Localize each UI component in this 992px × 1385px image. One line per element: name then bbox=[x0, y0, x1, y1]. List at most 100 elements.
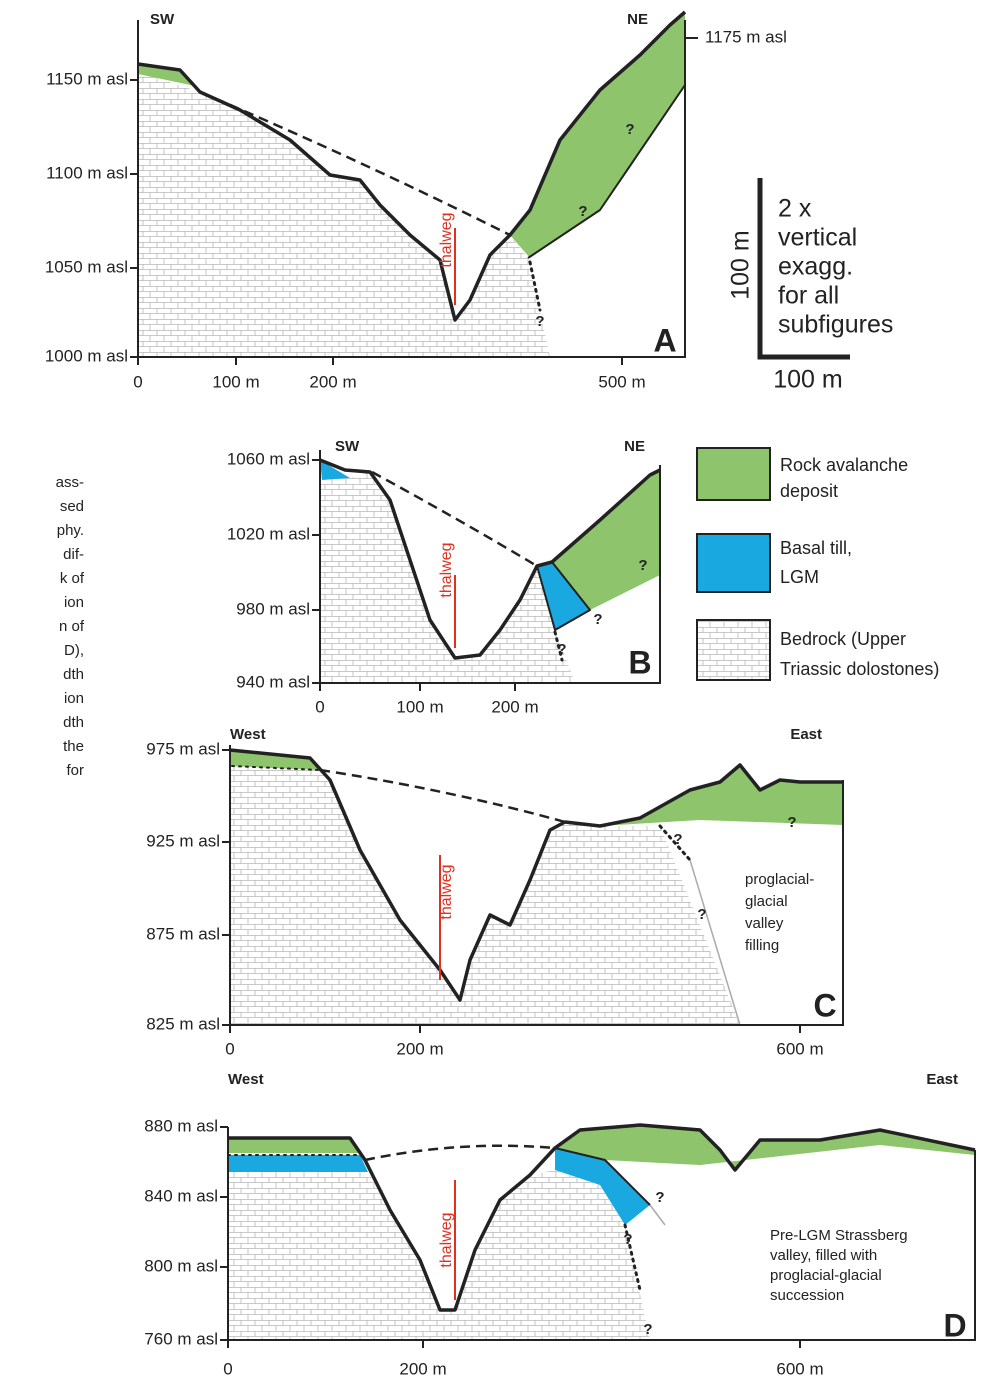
question-mark: ? bbox=[638, 557, 647, 574]
thalweg-label: thalweg bbox=[438, 542, 455, 597]
x-tick-label: 200 m bbox=[309, 372, 356, 391]
question-mark: ? bbox=[578, 203, 587, 220]
annotation: 1175 m asl bbox=[705, 27, 787, 46]
panel-c bbox=[222, 745, 844, 1033]
y-tick-label: 1050 m asl bbox=[45, 257, 128, 276]
question-mark: ? bbox=[557, 641, 566, 658]
caption-fragment: D), bbox=[64, 642, 84, 659]
question-mark: ? bbox=[643, 1321, 652, 1338]
panel-label: D bbox=[943, 1307, 966, 1343]
x-tick-label: 600 m bbox=[776, 1359, 823, 1378]
annotation: proglacial- bbox=[745, 871, 814, 888]
thalweg-label: thalweg bbox=[438, 212, 455, 267]
question-mark: ? bbox=[625, 121, 634, 138]
right-direction: NE bbox=[624, 438, 645, 455]
question-mark: ? bbox=[655, 1189, 664, 1206]
right-direction: NE bbox=[627, 11, 648, 28]
left-direction: SW bbox=[335, 438, 360, 455]
x-tick-label: 500 m bbox=[598, 372, 645, 391]
right-direction: East bbox=[790, 726, 822, 743]
caption-fragment: phy. bbox=[57, 522, 84, 539]
annotation: Pre-LGM Strassberg bbox=[770, 1227, 908, 1244]
annotation: valley, filled with bbox=[770, 1247, 877, 1264]
y-tick-label: 940 m asl bbox=[236, 672, 310, 691]
scale-vertical: 100 m bbox=[727, 230, 755, 299]
left-direction: West bbox=[228, 1071, 264, 1088]
annotation: filling bbox=[745, 937, 779, 954]
y-tick-label: 925 m asl bbox=[146, 831, 220, 850]
panel-label: B bbox=[628, 644, 651, 680]
caption-fragment: n of bbox=[59, 618, 85, 635]
legend-label: Rock avalanche bbox=[780, 455, 908, 475]
x-tick-label: 0 bbox=[133, 372, 142, 391]
caption-fragment: dth bbox=[63, 714, 84, 731]
panel-b bbox=[312, 450, 661, 691]
legend-swatch bbox=[696, 533, 771, 593]
y-tick-label: 980 m asl bbox=[236, 599, 310, 618]
scale-bar bbox=[757, 178, 850, 360]
y-tick-label: 760 m asl bbox=[144, 1329, 218, 1348]
panel-label: A bbox=[653, 322, 676, 358]
annotation: glacial bbox=[745, 893, 788, 910]
scale-note: exagg. bbox=[778, 253, 853, 281]
y-tick-label: 1000 m asl bbox=[45, 346, 128, 365]
caption-fragment: ion bbox=[64, 594, 84, 611]
question-mark: ? bbox=[623, 1231, 632, 1248]
y-tick-label: 800 m asl bbox=[144, 1256, 218, 1275]
legend-label: LGM bbox=[780, 567, 819, 587]
caption-fragment: for bbox=[66, 762, 84, 779]
caption-fragment: sed bbox=[60, 498, 84, 515]
x-tick-label: 0 bbox=[315, 697, 324, 716]
x-tick-label: 100 m bbox=[212, 372, 259, 391]
y-tick-label: 1100 m asl bbox=[46, 163, 128, 182]
legend-swatch bbox=[696, 619, 771, 681]
annotation: proglacial-glacial bbox=[770, 1267, 882, 1284]
question-mark: ? bbox=[535, 313, 544, 330]
y-tick-label: 975 m asl bbox=[146, 739, 220, 758]
scale-note: vertical bbox=[778, 224, 857, 252]
scale-horizontal: 100 m bbox=[773, 366, 842, 394]
thalweg-label: thalweg bbox=[438, 1212, 455, 1267]
y-tick-label: 875 m asl bbox=[146, 924, 220, 943]
panel-a bbox=[130, 10, 698, 365]
legend-label: deposit bbox=[780, 481, 838, 501]
panel-d bbox=[220, 1123, 976, 1348]
legend-label: Basal till, bbox=[780, 538, 852, 558]
legend-label: Triassic dolostones) bbox=[780, 659, 939, 679]
scale-note: subfigures bbox=[778, 311, 893, 339]
x-tick-label: 200 m bbox=[396, 1039, 443, 1058]
panel-label: C bbox=[813, 987, 836, 1023]
caption-fragment: dth bbox=[63, 666, 84, 683]
y-tick-label: 840 m asl bbox=[144, 1186, 218, 1205]
caption-fragment: dif- bbox=[63, 546, 84, 563]
thalweg-label: thalweg bbox=[438, 864, 455, 919]
x-tick-label: 200 m bbox=[399, 1359, 446, 1378]
legend-label: Bedrock (Upper bbox=[780, 629, 906, 649]
caption-fragment: the bbox=[63, 738, 84, 755]
y-tick-label: 880 m asl bbox=[144, 1116, 218, 1135]
left-direction: West bbox=[230, 726, 266, 743]
right-direction: East bbox=[926, 1071, 958, 1088]
scale-note: for all bbox=[778, 282, 839, 310]
y-tick-label: 1150 m asl bbox=[46, 69, 128, 88]
legend-swatch bbox=[696, 447, 771, 501]
question-mark: ? bbox=[697, 906, 706, 923]
caption-fragment: k of bbox=[60, 570, 85, 587]
left-direction: SW bbox=[150, 11, 175, 28]
question-mark: ? bbox=[593, 611, 602, 628]
annotation: valley bbox=[745, 915, 784, 932]
x-tick-label: 0 bbox=[223, 1359, 232, 1378]
caption-fragment: ion bbox=[64, 690, 84, 707]
caption-fragment: ass- bbox=[56, 474, 84, 491]
y-tick-label: 825 m asl bbox=[146, 1014, 220, 1033]
x-tick-label: 100 m bbox=[396, 697, 443, 716]
scale-note: 2 x bbox=[778, 195, 812, 223]
annotation: succession bbox=[770, 1287, 844, 1304]
y-tick-label: 1060 m asl bbox=[227, 449, 310, 468]
x-tick-label: 200 m bbox=[491, 697, 538, 716]
x-tick-label: 0 bbox=[225, 1039, 234, 1058]
question-mark: ? bbox=[673, 831, 682, 848]
y-tick-label: 1020 m asl bbox=[227, 524, 310, 543]
x-tick-label: 600 m bbox=[776, 1039, 823, 1058]
